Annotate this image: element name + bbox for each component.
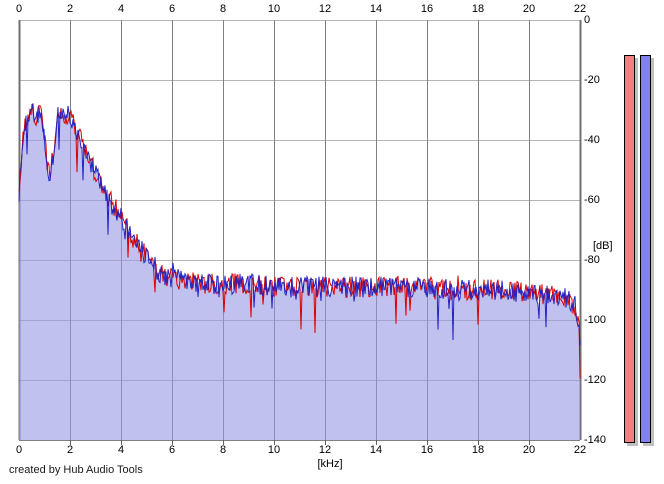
y-tick-label: 0 bbox=[584, 14, 591, 26]
spectrum-fill-area bbox=[19, 103, 580, 441]
x-tick-label-bottom: 16 bbox=[420, 444, 434, 456]
x-tick-label-bottom: 20 bbox=[522, 444, 536, 456]
x-tick-label-top: 0 bbox=[15, 3, 23, 15]
x-tick-label-bottom: 10 bbox=[267, 444, 281, 456]
x-tick-label-top: 6 bbox=[168, 3, 176, 15]
y-tick-label: -100 bbox=[584, 314, 607, 326]
credit-text: created by Hub Audio Tools bbox=[9, 464, 143, 476]
x-tick-label-top: 14 bbox=[369, 3, 383, 15]
y-tick-label: -20 bbox=[584, 74, 600, 86]
spectrum-trace-channel-2 bbox=[18, 103, 581, 346]
x-tick-label-top: 8 bbox=[219, 3, 227, 15]
y-tick-label: -60 bbox=[584, 194, 600, 206]
y-tick-label: -40 bbox=[584, 134, 600, 146]
x-tick-label-bottom: 0 bbox=[15, 444, 23, 456]
x-tick-label-top: 16 bbox=[420, 3, 434, 15]
x-tick-label-bottom: 14 bbox=[369, 444, 383, 456]
x-tick-label-top: 18 bbox=[471, 3, 485, 15]
x-tick-label-bottom: 8 bbox=[219, 444, 227, 456]
x-tick-label-top: 12 bbox=[318, 3, 332, 15]
x-tick-label-top: 10 bbox=[267, 3, 281, 15]
x-tick-label-bottom: 2 bbox=[66, 444, 74, 456]
x-tick-label-top: 22 bbox=[573, 3, 587, 15]
level-meter-channel-1 bbox=[624, 55, 635, 443]
x-tick-label-bottom: 12 bbox=[318, 444, 332, 456]
y-tick-label: -80 bbox=[584, 254, 600, 266]
level-meter-channel-2 bbox=[640, 55, 651, 443]
x-tick-label-top: 4 bbox=[117, 3, 125, 15]
y-axis-unit-label: [dB] bbox=[593, 240, 613, 252]
x-tick-label-bottom: 4 bbox=[117, 444, 125, 456]
x-tick-label-bottom: 6 bbox=[168, 444, 176, 456]
x-tick-label-top: 20 bbox=[522, 3, 536, 15]
y-tick-label: -120 bbox=[584, 374, 607, 386]
x-tick-label-bottom: 18 bbox=[471, 444, 485, 456]
y-tick-label: -140 bbox=[584, 434, 607, 446]
x-tick-label-top: 2 bbox=[66, 3, 74, 15]
x-axis-unit-label: [kHz] bbox=[317, 458, 343, 470]
x-tick-label-bottom: 22 bbox=[573, 444, 587, 456]
